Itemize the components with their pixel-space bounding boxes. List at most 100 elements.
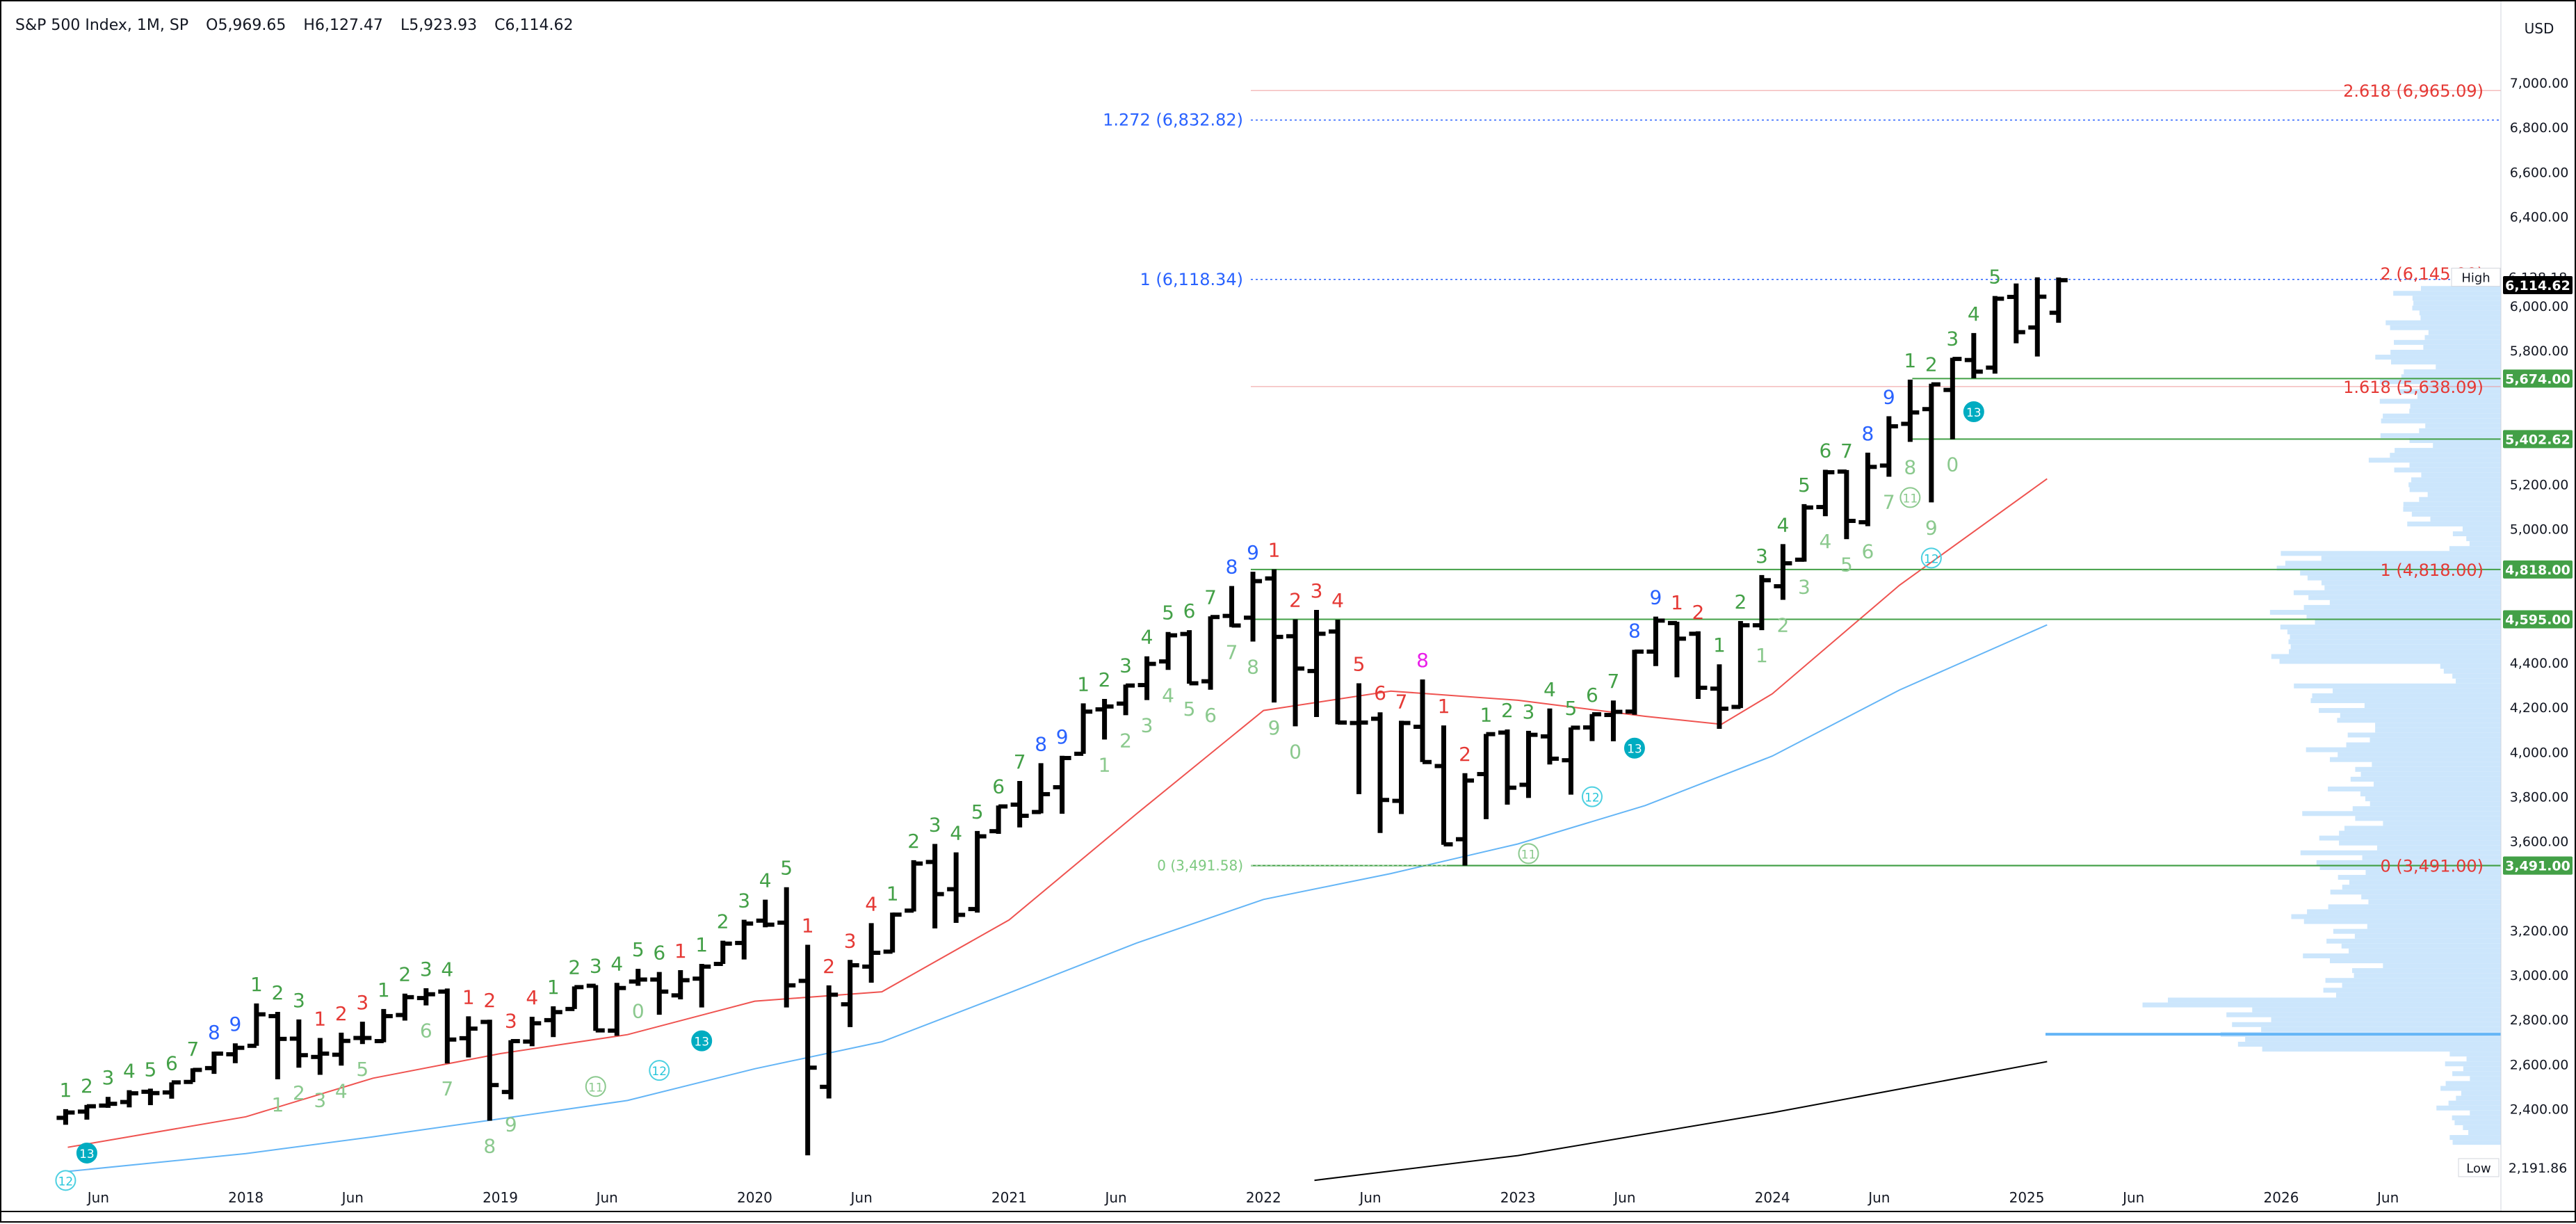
volume-profile-row (2306, 747, 2501, 752)
ohlc-bar (1562, 725, 1580, 795)
ohlc-bar (204, 1051, 223, 1074)
volume-profile-row (2452, 1071, 2501, 1077)
volume-profile-row (2319, 835, 2501, 841)
fib-zero-label: 0 (3,491.58) (1157, 857, 1243, 873)
volume-profile-row (2381, 418, 2501, 424)
ohlc-bar (396, 993, 414, 1021)
volume-profile-row (2409, 462, 2501, 468)
sequential-count-label: 1 (886, 882, 899, 905)
sequential-count-label: 4 (1162, 684, 1174, 707)
volume-profile-row (2271, 1017, 2501, 1022)
volume-profile-row (2330, 889, 2501, 895)
sequential-count-label: 1 (271, 1093, 284, 1116)
ohlc-bar (1816, 469, 1835, 517)
sequential-count-label: 5 (144, 1058, 156, 1081)
volume-profile-row (2440, 1086, 2501, 1091)
price-tick-label: 4,200.00 (2510, 700, 2569, 716)
volume-profile-row (2279, 659, 2501, 664)
sequential-count-label: 2 (81, 1074, 93, 1097)
volume-profile-row (2364, 703, 2501, 709)
ohlc-bar (905, 860, 923, 913)
countdown-text: 11 (1903, 492, 1918, 506)
volume-profile-row (2456, 1095, 2501, 1101)
volume-profile-row (2303, 953, 2501, 958)
volume-profile-row (2368, 899, 2501, 905)
price-tick-label: 6,600.00 (2510, 165, 2569, 180)
volume-profile-row (2395, 448, 2501, 453)
moving-average-line (1314, 1061, 2048, 1182)
sequential-count-label: 9 (505, 1113, 517, 1136)
high-value: H6,127.47 (303, 17, 383, 34)
volume-profile-row (2339, 840, 2501, 846)
volume-profile-row (2427, 492, 2501, 497)
volume-profile-row (2237, 1041, 2501, 1047)
volume-profile-row (2407, 521, 2501, 526)
sequential-count-label: 6 (1861, 540, 1874, 563)
ohlc-bar (1307, 609, 1326, 717)
volume-profile-row (2452, 1115, 2501, 1120)
time-axis[interactable]: Jun 2018 Jun 2019 Jun 2020 Jun 2021 Jun 2022 Jun 20… (1, 1189, 2576, 1212)
price-tick-label: 5,200.00 (2510, 477, 2569, 492)
volume-profile-row (2412, 296, 2501, 301)
price-axis[interactable]: USD 7,000.00 6,800.00 6,600.00 6,400.00 6,000… (2451, 1, 2573, 1211)
sequential-count-label: 9 (1650, 586, 1662, 609)
countdown-marker: 11 (1518, 843, 1539, 864)
countdown-circle (691, 1030, 713, 1052)
volume-profile-row (2463, 1066, 2501, 1072)
volume-profile-row (2419, 497, 2501, 502)
volume-profile-row (2338, 875, 2501, 880)
sequential-count-label: 1 (462, 985, 475, 1008)
volume-profile-row (2252, 1007, 2501, 1013)
sequential-count-label: 2 (1501, 699, 1514, 722)
sequential-count-label: 1 (1671, 591, 1683, 614)
sequential-count-label: 5 (1353, 653, 1366, 676)
volume-profile-row (2315, 620, 2501, 625)
price-tick-label: 6,400.00 (2510, 209, 2569, 225)
volume-profile-row (2281, 551, 2501, 556)
time-tick-label: 2025 (2009, 1189, 2045, 1206)
countdown-marker: 12 (1920, 547, 1942, 569)
volume-profile-row (2349, 948, 2501, 953)
sequential-count-label: 1 (547, 976, 560, 999)
sequential-count-label: 3 (505, 1010, 517, 1033)
ohlc-bar (650, 972, 669, 1015)
sequential-count-label: 3 (293, 989, 305, 1012)
volume-profile-row (2409, 408, 2501, 414)
level-price-tag-text: 4,818.00 (2505, 563, 2570, 578)
volume-profile-row (2470, 1110, 2501, 1116)
ohlc-bar (968, 830, 987, 913)
ohlc-bar (1901, 379, 1920, 442)
volume-profile-row (2319, 864, 2501, 870)
countdown-text: 11 (1521, 848, 1537, 862)
volume-profile-row (2307, 909, 2501, 915)
countdown-marker: 13 (1623, 737, 1645, 759)
sequential-count-label: 2 (1119, 729, 1132, 752)
volume-profile-row (2390, 360, 2501, 365)
volume-profile-row (2445, 1061, 2501, 1067)
countdown-circle (1518, 843, 1539, 864)
volume-profile-row (2339, 830, 2501, 836)
volume-profile-row (2410, 403, 2501, 409)
sequential-count-label: 3 (420, 958, 432, 981)
volume-profile-row (2328, 904, 2501, 910)
sequential-count-label: 2 (1734, 590, 1747, 613)
sequential-count-label: 2 (271, 981, 284, 1004)
sequential-count-label: 1 (802, 914, 814, 937)
volume-profile-row (2421, 472, 2501, 478)
volume-profile-row (2346, 742, 2501, 748)
level-price-tag-3491-box (2503, 856, 2573, 875)
volume-profile-row (2269, 609, 2501, 615)
fib-extension-label: 1 (6,118.34) (1140, 270, 1244, 289)
volume-profile-row (2287, 629, 2501, 635)
volume-profile-row (2375, 723, 2501, 728)
time-tick-label: 2023 (1500, 1189, 1536, 1206)
sequential-count-label: 7 (1014, 750, 1026, 773)
time-tick-label: Jun (1103, 1189, 1126, 1206)
sequential-count-label: 2 (1776, 614, 1789, 637)
symbol-title[interactable]: S&P 500 Index, 1M, SP (15, 17, 189, 34)
ohlc-bar (1858, 452, 1877, 526)
volume-profile-row (2289, 649, 2501, 654)
low-label-text: Low (2466, 1161, 2490, 1176)
fib-projection-label: 2.618 (6,965.09) (2343, 81, 2484, 101)
